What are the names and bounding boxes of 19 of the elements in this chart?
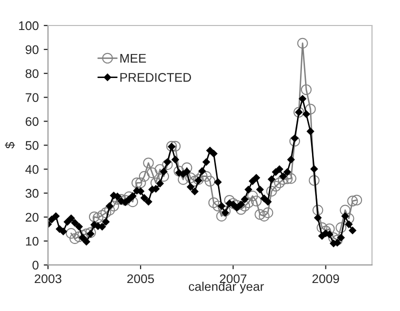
y-tick-label: 70 — [26, 93, 38, 102]
y-tick-label: 10 — [26, 236, 38, 246]
y-tick-label: 80 — [26, 69, 38, 78]
y-tick-label: 0 — [32, 260, 38, 270]
y-tick-label: 20 — [26, 212, 38, 222]
y-tick-label: 100 — [19, 21, 38, 30]
x-tick-label: 2005 — [127, 274, 154, 284]
y-tick-label: 40 — [25, 164, 38, 174]
x-tick-label: 2009 — [312, 274, 340, 284]
legend-label: MEE — [120, 54, 146, 63]
legend-label: PREDICTED — [120, 72, 192, 82]
y-tick-label: 90 — [26, 45, 38, 54]
x-axis-title: calendar year — [188, 282, 264, 294]
y-tick-label: 50 — [26, 141, 38, 150]
y-tick-label: 30 — [26, 188, 38, 198]
x-tick-label: 2007 — [220, 274, 246, 284]
x-tick-label: 2003 — [34, 274, 62, 284]
y-axis-title: $ — [4, 142, 16, 149]
y-tick-label: 60 — [26, 117, 38, 126]
